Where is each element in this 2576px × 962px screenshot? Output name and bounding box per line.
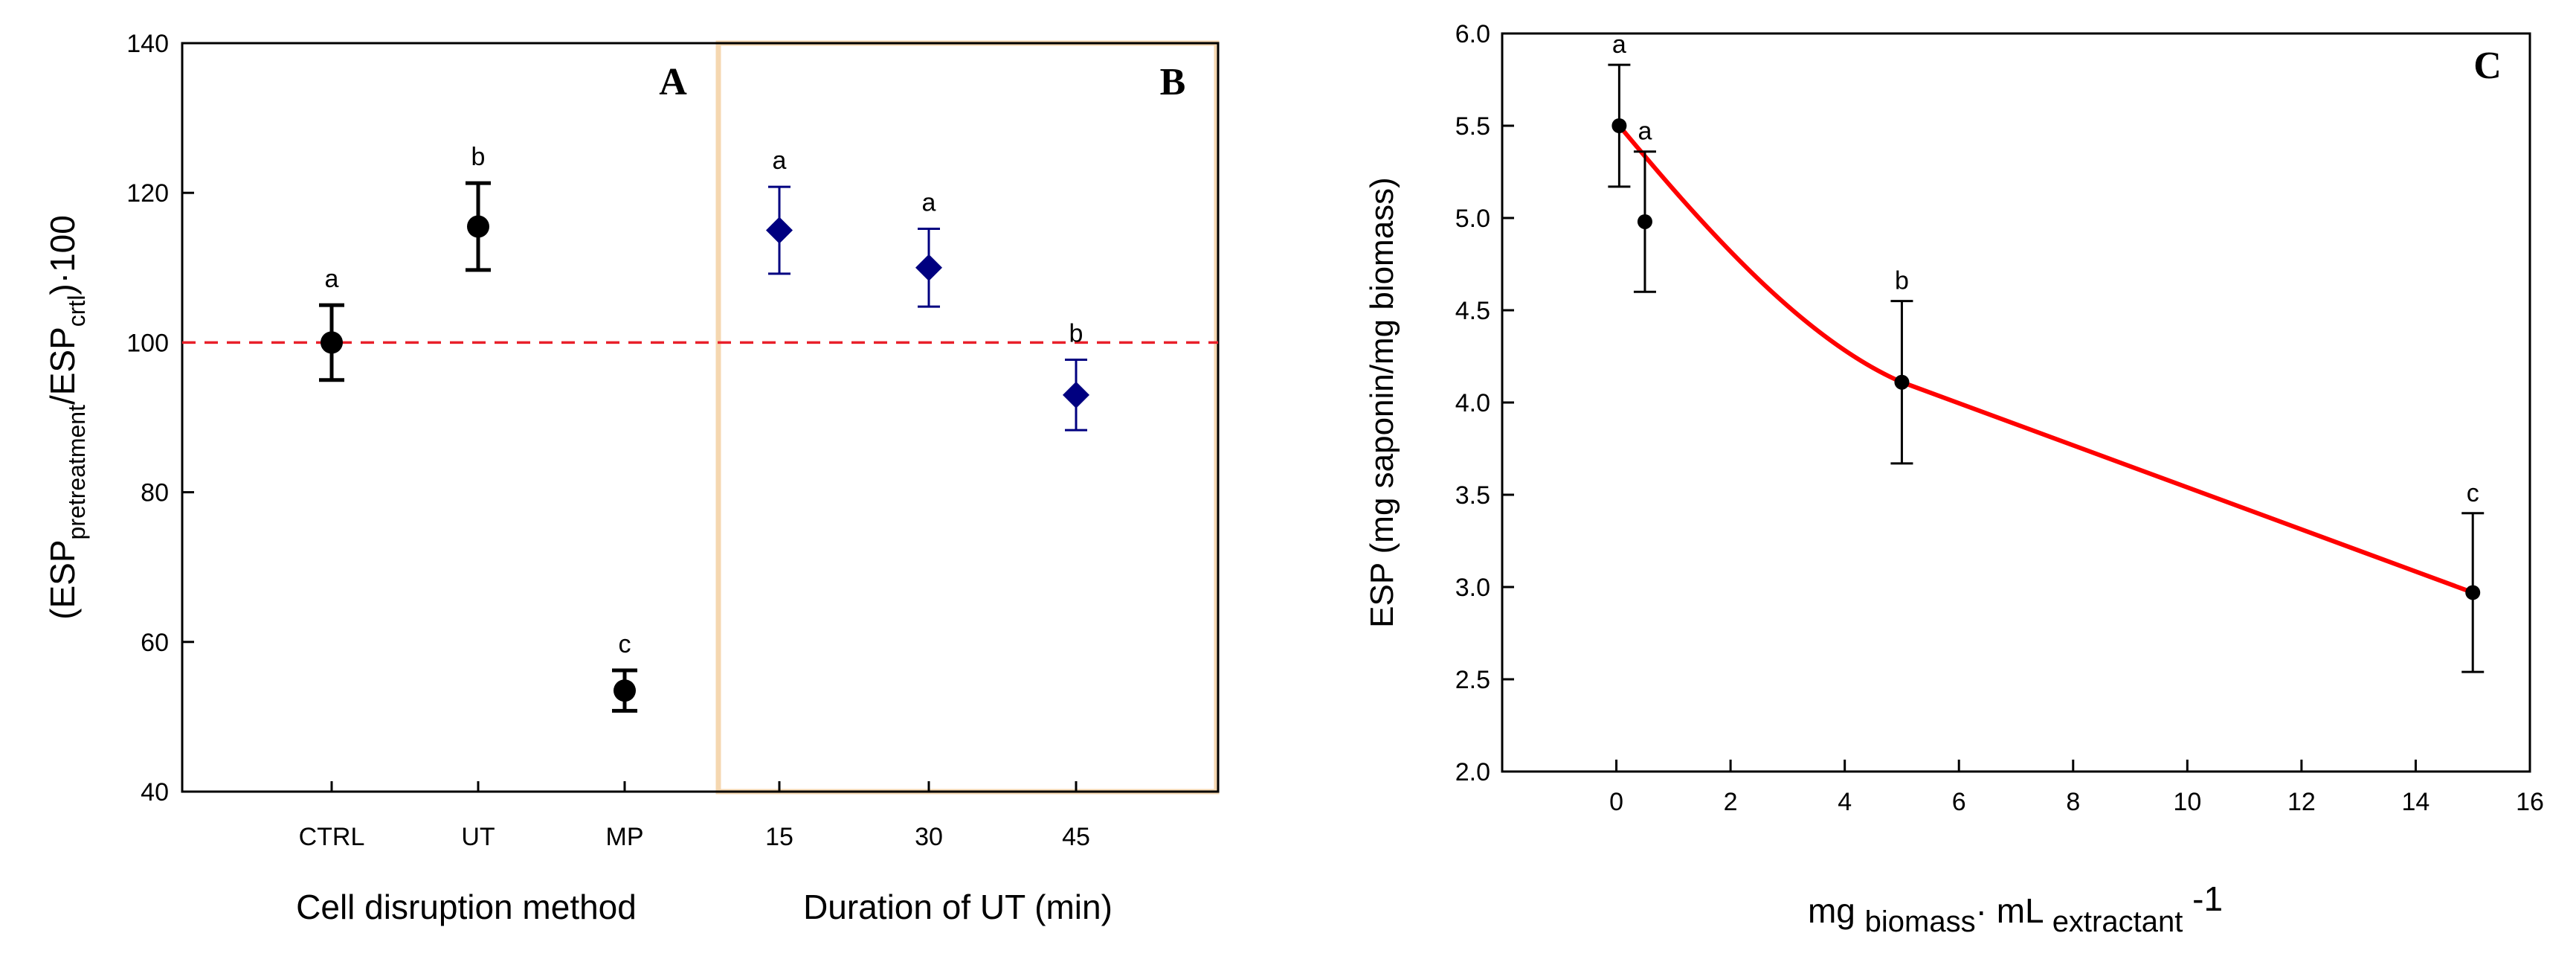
panel-c-plot-frame (1501, 32, 2531, 773)
y-tick-label: 140 (126, 30, 169, 58)
data-point-marker (1894, 374, 1910, 390)
panel-a-y-axis-label: (ESPpretreatment/ESPcrtl)·100 (43, 215, 90, 620)
significance-letter: a (922, 188, 936, 217)
data-point-group: b (466, 143, 491, 272)
x-tick-label: 10 (2173, 788, 2201, 816)
data-point-group: a (915, 188, 942, 308)
x-tick-label: 2 (1724, 788, 1738, 816)
significance-letter: a (773, 147, 787, 175)
data-point-group: a (766, 147, 793, 275)
data-point-marker (321, 331, 343, 354)
y-tick-label: 3.5 (1455, 481, 1490, 510)
panel-ab-plot-frame (181, 42, 1220, 793)
y-tick-label: 6.0 (1455, 20, 1490, 48)
panel-c-y-ticks: 2.0 2.5 3.0 3.5 4.0 4.5 5.0 5.5 6.0 (1455, 20, 1514, 786)
y-tick-label: 80 (141, 479, 169, 507)
data-point-group: c (2461, 479, 2485, 673)
panel-ab-x-ticks: CTRL UT MP 15 30 45 (299, 781, 1090, 851)
panel-c-x-ticks: 0 2 4 6 8 10 12 14 16 (1609, 760, 2544, 816)
y-tick-label: 5.5 (1455, 112, 1490, 141)
y-tick-label: 100 (126, 329, 169, 357)
data-point-marker (1637, 214, 1652, 229)
significance-letter: b (1069, 320, 1083, 348)
y-tick-label: 60 (141, 629, 169, 657)
y-tick-label: 120 (126, 179, 169, 208)
data-point-marker (766, 217, 793, 244)
panel-a-x-axis-label: Cell disruption method (296, 888, 637, 926)
y-tick-label: 3.0 (1455, 574, 1490, 602)
y-tick-label: 40 (141, 778, 169, 807)
data-point-group: b (1890, 267, 1913, 465)
significance-letter: c (619, 630, 631, 658)
y-tick-label: 5.0 (1455, 205, 1490, 233)
x-tick-label: 30 (915, 823, 943, 851)
panel-ab-y-ticks: 40 60 80 100 120 140 (126, 30, 194, 807)
data-point-group: a (1608, 31, 1631, 188)
x-tick-label: CTRL (299, 823, 365, 851)
significance-letter: a (325, 265, 339, 293)
x-tick-label: 14 (2402, 788, 2430, 816)
x-tick-label: MP (606, 823, 644, 851)
panel-c: 2.0 2.5 3.0 3.5 4.0 4.5 5.0 5.5 6.0 0 2 4 6 8 10 12 14 1… (1364, 20, 2544, 938)
panel-ab-data: a b c a a b (319, 143, 1089, 713)
significance-letter: b (471, 143, 486, 171)
data-point-group: c (612, 630, 637, 713)
x-tick-label: 8 (2066, 788, 2080, 816)
x-tick-label: 45 (1062, 823, 1090, 851)
data-point-group: a (319, 265, 344, 382)
y-tick-label: 4.5 (1455, 297, 1490, 325)
panel-c-letter: C (2473, 45, 2502, 87)
panel-b-x-axis-label: Duration of UT (min) (803, 888, 1112, 926)
panel-b-highlight-box (715, 40, 1220, 795)
data-point-marker (614, 679, 636, 702)
x-tick-label: UT (461, 823, 495, 851)
x-tick-label: 6 (1952, 788, 1966, 816)
significance-letter: c (2467, 479, 2479, 507)
panel-c-x-axis-label: mg biomass· mL extractant -1 (1808, 879, 2223, 938)
data-point-marker (2465, 585, 2481, 600)
panel-a-letter: A (659, 61, 687, 103)
significance-letter: a (1638, 118, 1652, 146)
panel-c-data: a a b c (1608, 31, 2485, 673)
x-tick-label: 15 (765, 823, 793, 851)
y-tick-label: 4.0 (1455, 389, 1490, 417)
data-point-marker (1611, 118, 1627, 133)
x-tick-label: 12 (2287, 788, 2316, 816)
y-tick-label: 2.5 (1455, 666, 1490, 694)
x-tick-label: 0 (1609, 788, 1623, 816)
panel-b-letter: B (1160, 61, 1186, 103)
data-point-marker (1063, 381, 1089, 408)
data-point-group: b (1063, 320, 1089, 432)
x-tick-label: 4 (1838, 788, 1852, 816)
data-point-marker (467, 215, 489, 238)
significance-letter: a (1612, 31, 1626, 59)
fit-curve (1617, 124, 2476, 595)
significance-letter: b (1895, 267, 1909, 295)
x-tick-label: 16 (2516, 788, 2544, 816)
y-tick-label: 2.0 (1455, 758, 1490, 786)
data-point-group: a (1633, 118, 1656, 293)
data-point-marker (915, 254, 942, 281)
panel-c-y-axis-label: ESP (mg saponin/mg biomass) (1364, 177, 1400, 628)
